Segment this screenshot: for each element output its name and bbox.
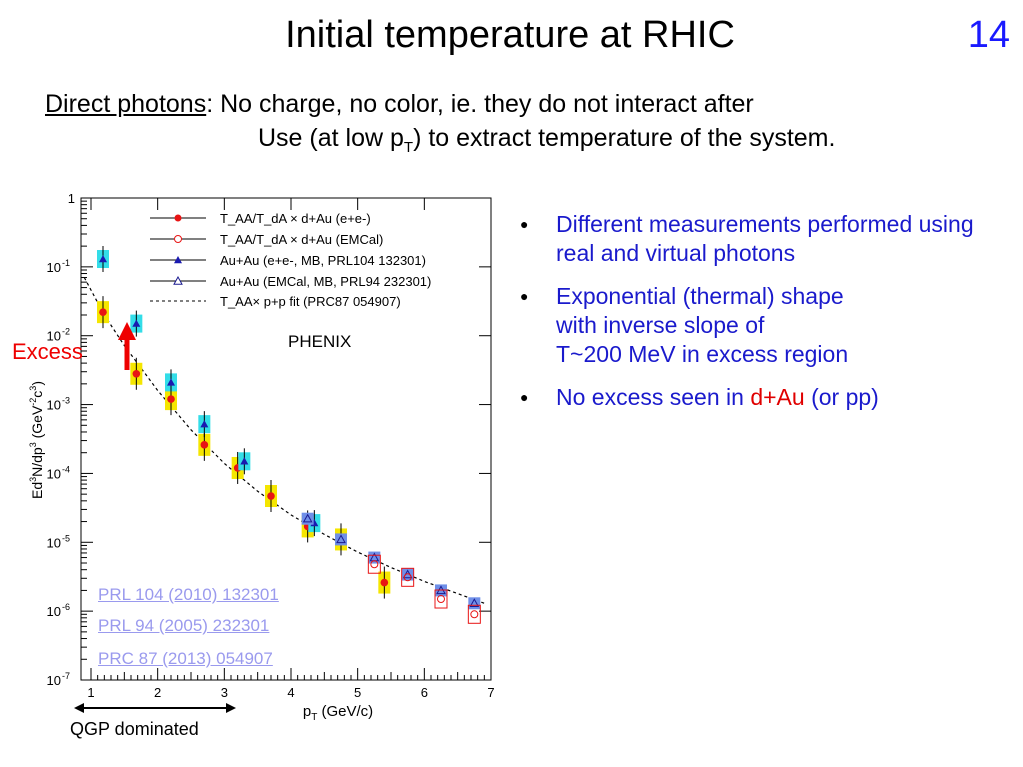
bullet-list: ● Different measurements performed using… (520, 210, 1010, 426)
y-tick-label: 1 (68, 191, 75, 206)
excess-label: Excess (12, 339, 83, 364)
data-point (99, 308, 107, 316)
syst-box (367, 554, 381, 574)
x-tick-label: 3 (221, 685, 228, 700)
y-tick-label: 10 (47, 673, 61, 688)
x-tick-label: 6 (421, 685, 428, 700)
data-point (99, 255, 107, 263)
y-tick-exponent: -4 (62, 464, 70, 474)
data-point (470, 610, 479, 619)
x-tick-label: 1 (87, 685, 94, 700)
data-point (240, 457, 249, 465)
bullet-text-c: T~200 MeV in excess region (556, 341, 849, 367)
y-tick-exponent: -6 (62, 602, 70, 612)
excess-arrow-icon (118, 322, 136, 340)
x-tick-label: 4 (287, 685, 294, 700)
y-tick-label: 10 (47, 535, 61, 550)
bullet-dot-icon: ● (520, 216, 529, 232)
data-point (380, 578, 389, 587)
plot-frame (80, 197, 492, 681)
bullet-text-b: with inverse slope of (556, 312, 765, 338)
intro-line-1: Direct photons: No charge, no color, ie.… (45, 90, 754, 119)
syst-box (434, 589, 448, 609)
y-tick-label: 10 (47, 466, 61, 481)
y-tick-label: 10 (47, 260, 61, 275)
reference-link[interactable]: PRC 87 (2013) 054907 (98, 649, 273, 668)
bullet-dot-icon: ● (520, 389, 529, 405)
bullet-item: ● Different measurements performed using… (520, 210, 1010, 268)
data-point (132, 319, 141, 327)
data-point (437, 595, 445, 604)
intro-term: Direct photons (45, 90, 207, 118)
data-point (403, 573, 412, 582)
y-tick-label: 10 (47, 604, 61, 619)
pp-fit-curve (83, 277, 485, 604)
data-point (167, 395, 175, 403)
legend-label: T_AA/T_dA × d+Au (e+e-) (220, 211, 371, 226)
phenix-label: PHENIX (288, 332, 352, 351)
data-point (132, 369, 141, 378)
intro-line1-text: : No charge, no color, ie. they do not i… (206, 90, 754, 118)
data-point (267, 492, 275, 500)
x-axis-label: pT (GeV/c) (303, 703, 373, 723)
syst-box (467, 604, 481, 624)
legend-label: Au+Au (e+e-, MB, PRL104 132301) (220, 253, 426, 268)
bullet-item: ● Exponential (thermal) shape with inver… (520, 282, 1010, 369)
bullet-item: ● No excess seen in d+Au (or pp) (520, 383, 1010, 412)
data-point (370, 560, 379, 569)
intro-line-2: Use (at low pT) to extract temperature o… (258, 124, 835, 156)
chart-legend: T_AA/T_dA × d+Au (e+e-) T_AA/T_dA × d+Au … (150, 211, 431, 309)
bullet-text: Different measurements performed using r… (556, 211, 974, 266)
legend-label: T_AA× p+p fit (PRC87 054907) (220, 294, 401, 309)
legend-label: Au+Au (EMCal, MB, PRL94 232301) (220, 274, 431, 289)
qgp-arrow-right-icon (226, 703, 236, 713)
intro-line2-b: ) to extract temperature of the system. (413, 124, 836, 152)
bullet-text-b: (or pp) (804, 384, 879, 410)
y-tick-label: 10 (47, 329, 61, 344)
x-tick-label: 7 (487, 685, 494, 700)
legend-marker (173, 275, 183, 285)
intro-line2-a: Use (at low p (258, 124, 404, 152)
legend-label: T_AA/T_dA × d+Au (EMCal) (220, 232, 383, 247)
y-tick-exponent: -2 (62, 327, 70, 337)
qgp-arrow-left-icon (74, 703, 84, 713)
bullet-highlight: d+Au (750, 384, 805, 410)
x-tick-label: 2 (154, 685, 161, 700)
slide-title: Initial temperature at RHIC (285, 14, 735, 56)
y-tick-exponent: -1 (62, 258, 70, 268)
x-tick-label: 5 (354, 685, 361, 700)
reference-link[interactable]: PRL 104 (2010) 132301 (98, 585, 279, 604)
data-point (469, 598, 480, 607)
bullet-dot-icon: ● (520, 288, 529, 304)
qgp-label: QGP dominated (70, 719, 199, 739)
y-tick-exponent: -3 (62, 396, 70, 406)
data-point (167, 378, 175, 386)
y-axis-label: Ed3N/dp3 (GeV-2c3) (28, 381, 45, 499)
y-tick-exponent: -5 (62, 533, 70, 543)
legend-marker (174, 214, 182, 222)
data-point (200, 420, 209, 428)
bullet-text-a: Exponential (thermal) shape (556, 283, 844, 309)
legend-marker (174, 235, 182, 243)
data-point (336, 534, 346, 544)
syst-box (401, 567, 415, 587)
reference-link[interactable]: PRL 94 (2005) 232301 (98, 616, 270, 635)
y-tick-exponent: -7 (62, 671, 70, 681)
intro-line2-sub: T (403, 139, 414, 156)
legend-marker (174, 256, 182, 264)
data-point (302, 513, 313, 523)
slide-number: 14 (967, 14, 1010, 56)
bullet-text-a: No excess seen in (556, 384, 751, 410)
chart-marks (83, 246, 485, 624)
data-point (200, 441, 209, 449)
y-tick-label: 10 (47, 398, 61, 413)
